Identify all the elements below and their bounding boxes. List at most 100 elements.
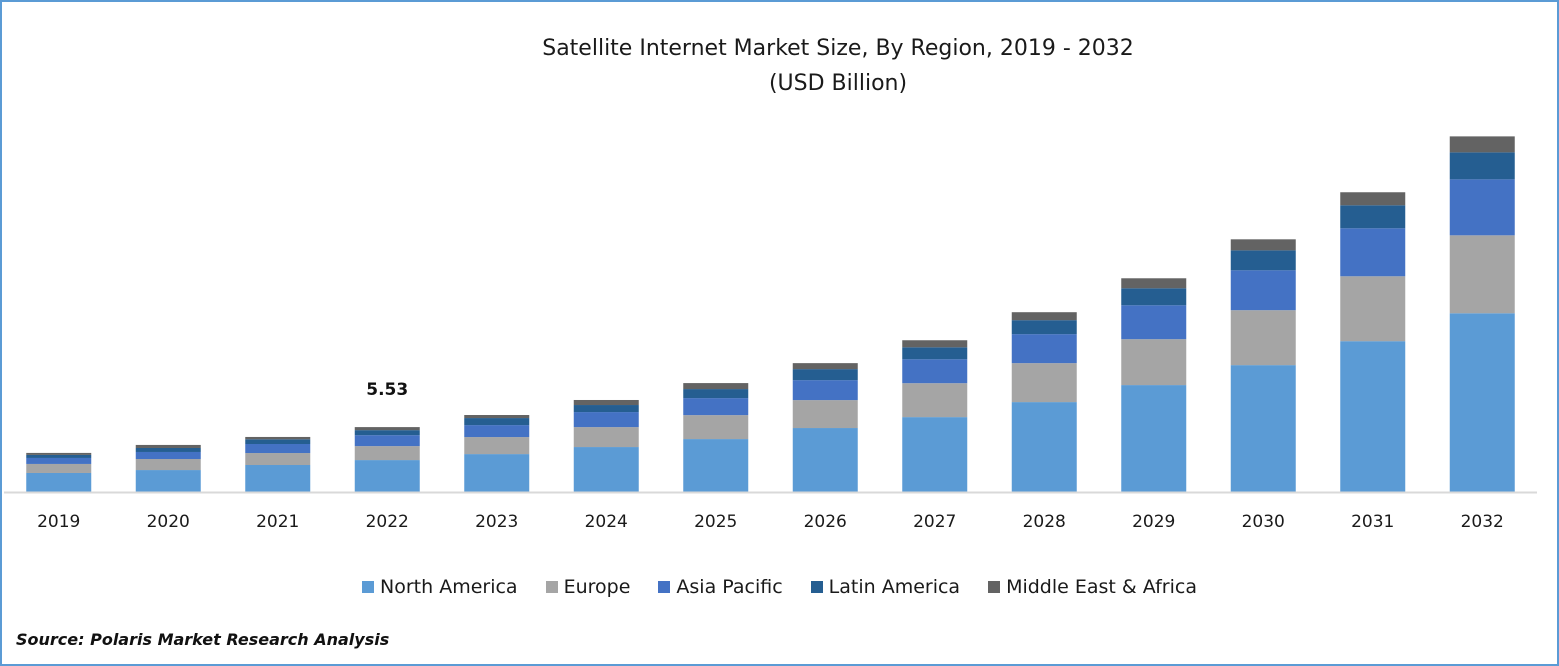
bar-segment-2030-north-america <box>1230 365 1296 492</box>
bar-segment-2028-asia-pacific <box>1011 334 1077 364</box>
legend: North America Europe Asia Pacific Latin Ame… <box>0 576 1559 598</box>
bar-segment-2023-latin-america <box>464 418 530 426</box>
bar-segment-2028-latin-america <box>1011 320 1077 335</box>
x-tick-label: 2026 <box>804 512 847 532</box>
x-tick-label: 2029 <box>1132 512 1175 532</box>
bar-segment-2025-middle-east-africa <box>683 383 749 390</box>
bar-segment-2027-latin-america <box>902 347 968 360</box>
bar-segment-2026-middle-east-africa <box>792 363 858 370</box>
bar-segment-2027-europe <box>902 383 968 418</box>
bar-segment-2029-north-america <box>1121 385 1187 492</box>
x-tick-label: 2024 <box>585 512 628 532</box>
bar-segment-2021-middle-east-africa <box>245 436 311 440</box>
legend-item: Middle East & Africa <box>988 576 1197 598</box>
legend-swatch <box>988 581 1001 593</box>
bar-segment-2019-europe <box>26 463 92 473</box>
bar-segment-2021-north-america <box>245 465 311 492</box>
bar-segment-2028-europe <box>1011 363 1077 403</box>
bar-segment-2023-asia-pacific <box>464 425 530 438</box>
legend-swatch <box>545 581 558 593</box>
x-tick-label: 2031 <box>1351 512 1394 532</box>
bar-segment-2026-europe <box>792 400 858 429</box>
bar-segment-2020-latin-america <box>135 447 201 452</box>
bar-segment-2029-latin-america <box>1121 288 1187 306</box>
bar-segment-2032-middle-east-africa <box>1449 136 1515 153</box>
bar-segment-2024-asia-pacific <box>573 412 639 428</box>
bar-segment-2030-middle-east-africa <box>1230 239 1296 251</box>
x-tick-label: 2019 <box>37 512 80 532</box>
bar-segment-2021-asia-pacific <box>245 443 311 454</box>
bar-segment-2029-middle-east-africa <box>1121 278 1187 289</box>
bar-segment-2021-europe <box>245 453 311 466</box>
x-tick-label: 2028 <box>1023 512 1066 532</box>
bar-segment-2028-north-america <box>1011 402 1077 492</box>
x-tick-label: 2030 <box>1242 512 1285 532</box>
legend-item: North America <box>362 576 518 598</box>
bar-segment-2026-latin-america <box>792 369 858 381</box>
bar-segment-2026-asia-pacific <box>792 380 858 401</box>
x-tick-label: 2021 <box>256 512 299 532</box>
legend-swatch <box>810 581 823 593</box>
bar-segment-2022-latin-america <box>354 430 420 436</box>
bar-segment-2031-latin-america <box>1340 205 1406 229</box>
bar-segment-2028-middle-east-africa <box>1011 312 1077 321</box>
legend-item: Latin America <box>810 576 961 598</box>
bar-segment-2019-asia-pacific <box>26 457 92 464</box>
bar-segment-2025-asia-pacific <box>683 398 749 416</box>
bar-segment-2020-middle-east-africa <box>135 444 201 448</box>
bar-segment-2032-latin-america <box>1449 152 1515 180</box>
legend-label: Middle East & Africa <box>1006 576 1197 598</box>
legend-item: Asia Pacific <box>658 576 783 598</box>
chart-title: Satellite Internet Market Size, By Regio… <box>542 36 1134 61</box>
bar-segment-2020-europe <box>135 459 201 471</box>
bar-segment-2023-europe <box>464 437 530 455</box>
bar-segment-2032-europe <box>1449 235 1515 314</box>
bar-segment-2031-north-america <box>1340 341 1406 492</box>
legend-label: Asia Pacific <box>676 576 783 598</box>
bar-segment-2022-middle-east-africa <box>354 427 420 431</box>
bar-segment-2025-europe <box>683 415 749 440</box>
bar-segment-2029-asia-pacific <box>1121 305 1187 340</box>
bar-segment-2027-asia-pacific <box>902 359 968 384</box>
x-tick-label: 2023 <box>475 512 518 532</box>
bar-segment-2020-north-america <box>135 470 201 492</box>
x-tick-label: 2025 <box>694 512 737 532</box>
bar-segment-2024-middle-east-africa <box>573 399 639 406</box>
legend-label: Europe <box>563 576 631 598</box>
bar-segment-2031-asia-pacific <box>1340 228 1406 277</box>
x-tick-label: 2020 <box>147 512 190 532</box>
x-tick-label: 2027 <box>913 512 956 532</box>
bar-segment-2027-north-america <box>902 417 968 492</box>
bar-segment-2032-asia-pacific <box>1449 179 1515 236</box>
x-tick-label: 2022 <box>366 512 409 532</box>
bar-segment-2022-asia-pacific <box>354 435 420 447</box>
bar-segment-2025-north-america <box>683 439 749 492</box>
bar-segment-2023-middle-east-africa <box>464 415 530 419</box>
source-note: Source: Polaris Market Research Analysis <box>16 630 390 649</box>
legend-swatch <box>362 581 375 593</box>
bar-segment-2023-north-america <box>464 454 530 492</box>
bar-segment-2031-middle-east-africa <box>1340 192 1406 206</box>
bar-segment-2019-north-america <box>26 472 92 492</box>
bar-segment-2024-europe <box>573 427 639 448</box>
chart-subtitle: (USD Billion) <box>769 71 907 96</box>
bar-segment-2019-middle-east-africa <box>26 452 92 455</box>
bar-segment-2029-europe <box>1121 339 1187 386</box>
legend-swatch <box>658 581 671 593</box>
bar-segment-2030-latin-america <box>1230 250 1296 271</box>
legend-label: Latin America <box>828 576 961 598</box>
bar-segment-2030-asia-pacific <box>1230 270 1296 311</box>
bar-segment-2021-latin-america <box>245 439 311 444</box>
bar-segment-2024-latin-america <box>573 405 639 413</box>
bar-segment-2025-latin-america <box>683 389 749 399</box>
bar-segment-2022-europe <box>354 446 420 461</box>
bar-segment-2032-north-america <box>1449 313 1515 492</box>
bar-segment-2022-north-america <box>354 460 420 492</box>
bar-segment-2027-middle-east-africa <box>902 340 968 348</box>
legend-label: North America <box>380 576 518 598</box>
bar-segment-2020-asia-pacific <box>135 451 201 460</box>
bar-segment-2019-latin-america <box>26 454 92 458</box>
bar-segment-2026-north-america <box>792 428 858 492</box>
